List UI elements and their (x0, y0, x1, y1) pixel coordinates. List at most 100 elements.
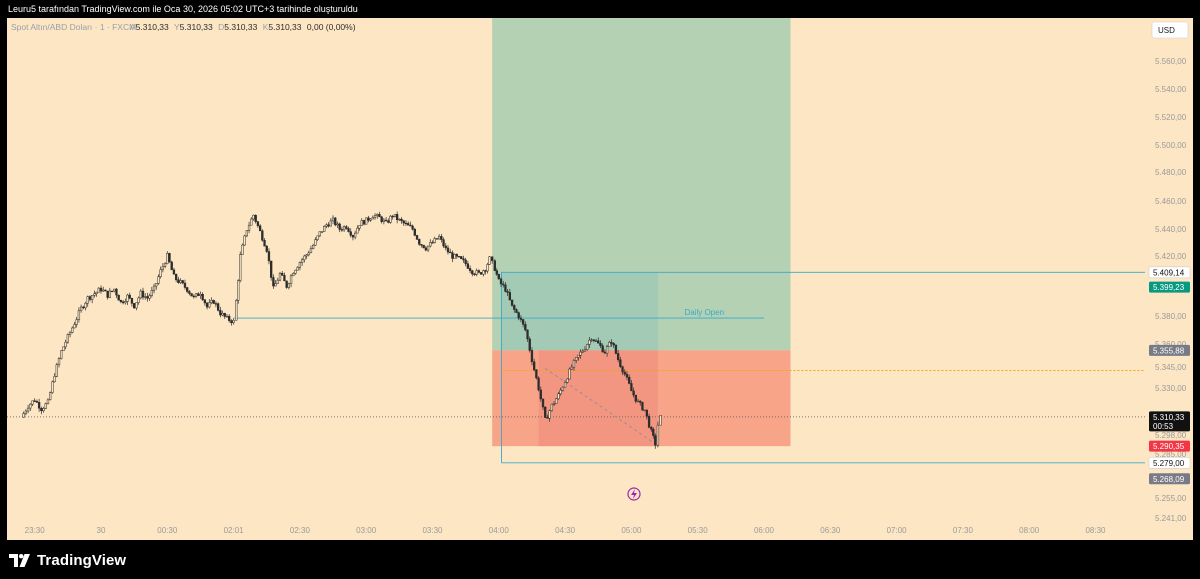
candle-body (194, 293, 198, 297)
y-axis[interactable]: 5.560,00 5.540,00 5.520,00 5.500,00 5.480,00… (1155, 57, 1187, 523)
candle-body (243, 235, 246, 246)
candle-body (479, 272, 483, 275)
candle-body (245, 230, 249, 237)
candle-body (340, 229, 344, 231)
candle-body (278, 272, 282, 281)
price-badge-label: 5.268,09 (1153, 475, 1185, 484)
candle-body (342, 226, 346, 231)
x-tick-label: 03:30 (422, 526, 443, 535)
candle-body (349, 231, 352, 236)
candle-body (126, 294, 129, 302)
profit-progress-zone (501, 272, 658, 351)
y-tick-label: 5.440,00 (1155, 225, 1187, 234)
candle-body (455, 254, 458, 257)
x-tick-label: 05:00 (621, 526, 642, 535)
candle-body (451, 252, 454, 259)
candle-body (258, 225, 262, 232)
candle-body (389, 215, 392, 223)
candle-body (155, 283, 158, 287)
candle-body (411, 225, 414, 230)
x-tick-label: 06:30 (820, 526, 841, 535)
candle-body (415, 235, 419, 240)
candle-body (163, 263, 167, 267)
tradingview-logo[interactable]: TradingView (9, 550, 126, 570)
candle-body (641, 402, 644, 411)
chart-credit: Leuru5 tarafından TradingView.com ile Oc… (8, 4, 358, 14)
candle-body (462, 258, 465, 261)
candle-body (590, 339, 593, 341)
lightning-icon[interactable] (627, 487, 641, 501)
candle-body (594, 340, 598, 342)
candle-body (656, 424, 660, 446)
price-badge-label: 5.310,33 (1153, 413, 1185, 422)
candle-body (376, 214, 379, 216)
currency-button-bg[interactable] (1151, 21, 1189, 39)
y-tick-label: 5.500,00 (1155, 141, 1187, 150)
x-axis[interactable]: 23:30 30 00:30 02:01 02:30 03:00 03:30 04:00 04:… (25, 526, 1106, 535)
x-tick-label: 05:30 (688, 526, 709, 535)
candle-body (177, 279, 180, 283)
candle-body (628, 376, 631, 384)
candle-body (581, 350, 584, 353)
candle-body (199, 293, 202, 296)
candle-body (298, 262, 302, 268)
legend-l-label: D (218, 22, 224, 32)
candle-body (88, 296, 92, 300)
legend: Spot Altın/ABD Doları · 1 · FXCM A5.310,… (11, 22, 356, 32)
position-diagonal-line (544, 368, 656, 445)
candle-body (420, 244, 423, 246)
candle-body (612, 343, 615, 346)
x-tick-label: 08:30 (1085, 526, 1106, 535)
candle-body (639, 400, 642, 403)
candle-body (309, 248, 313, 254)
legend-l-value: 5.310,33 (224, 22, 257, 32)
lightning-icon-bolt[interactable] (631, 489, 637, 499)
candle-body (325, 224, 328, 227)
candle-body (267, 251, 271, 262)
candle-body (79, 306, 83, 311)
candle-body (287, 283, 291, 288)
candle-body (652, 428, 655, 436)
candle-body (391, 215, 394, 218)
candle-body (378, 214, 381, 218)
candle-body (559, 389, 562, 395)
candle-body (108, 290, 111, 298)
candle-body (46, 399, 50, 404)
candle-body (152, 285, 156, 291)
candle-body (400, 218, 403, 222)
y-tick-label: 5.380,00 (1155, 312, 1187, 321)
currency-label[interactable]: USD (1158, 26, 1175, 35)
candle-body (619, 359, 622, 367)
x-tick-label: 07:00 (887, 526, 908, 535)
candle-body (235, 300, 238, 321)
candle-body (250, 218, 253, 226)
candle-body (530, 350, 534, 363)
x-tick-label: 02:30 (290, 526, 311, 535)
candle-body (645, 409, 649, 417)
price-badge-label: 5.355,88 (1153, 346, 1185, 355)
price-badge-bg (1149, 281, 1190, 293)
candle-body (307, 252, 310, 256)
candle-body (446, 247, 450, 253)
candle-body (515, 309, 518, 313)
candle-body (77, 310, 81, 320)
chart-area[interactable]: Daily Open 5.560,00 5.540,00 5.520,00 5.500… (7, 18, 1193, 540)
candle-body (166, 253, 169, 264)
candle-body (568, 368, 571, 380)
candle-body (68, 332, 72, 335)
y-tick-label: 5.460,00 (1155, 197, 1187, 206)
candle-body (146, 296, 149, 299)
candle-body (71, 327, 74, 333)
candle-body (128, 294, 131, 299)
currency-button[interactable]: USD (1151, 21, 1189, 39)
lightning-icon-ring[interactable] (627, 487, 641, 501)
candle-body (440, 236, 443, 240)
candle-body (577, 354, 580, 358)
candle-body (205, 302, 209, 308)
candle-body (393, 214, 397, 217)
price-chart[interactable]: Daily Open 5.560,00 5.540,00 5.520,00 5.500… (7, 18, 1193, 540)
candle-body (44, 403, 47, 409)
candle-body (508, 292, 512, 301)
candle-body (634, 394, 637, 402)
candle-body (623, 371, 626, 375)
